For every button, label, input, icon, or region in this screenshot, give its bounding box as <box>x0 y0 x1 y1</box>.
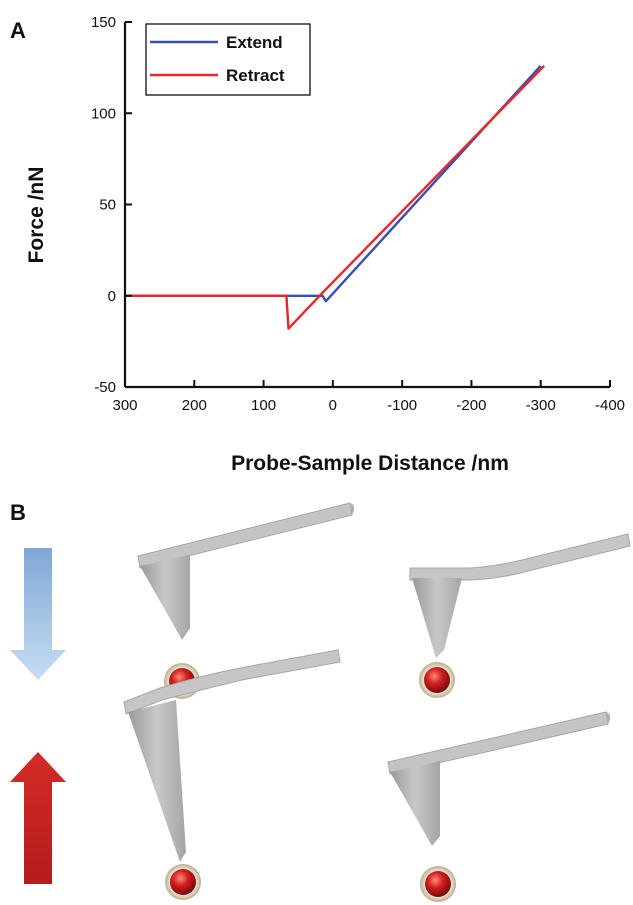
y-tick-label: 150 <box>91 14 116 31</box>
cantilever-release-icon <box>387 711 611 846</box>
x-tick-label: -200 <box>456 397 486 414</box>
x-axis-title: Probe-Sample Distance /nm <box>231 452 509 475</box>
x-tick-label: 200 <box>182 397 207 414</box>
y-axis-title: Force /nN <box>25 167 48 264</box>
force-distance-chart: 300 200 100 0 -100 -200 -300 -400 -50 0 50 100 150 P… <box>25 14 625 475</box>
ticks: 300 200 100 0 -100 -200 -300 -400 -50 0 50 100 150 <box>91 14 625 414</box>
panel-a-label: A <box>10 18 26 43</box>
x-tick-label: 300 <box>112 397 137 414</box>
cantilever-approach-icon <box>137 502 355 640</box>
y-tick-label: 0 <box>108 288 116 305</box>
series-line-retract <box>125 64 546 330</box>
cantilever-adhesion-icon <box>123 649 341 862</box>
cantilever-contact-icon <box>409 533 631 658</box>
particle-icon <box>420 866 456 902</box>
panel-b-label: B <box>10 500 26 525</box>
x-tick-label: 0 <box>329 397 337 414</box>
y-tick-label: 50 <box>99 197 116 214</box>
series-line-extend <box>125 64 542 303</box>
series-layer <box>125 64 546 330</box>
particle-icon <box>165 864 201 900</box>
x-tick-label: -100 <box>387 397 417 414</box>
arrow-up-icon <box>10 752 66 884</box>
legend-label-retract: Retract <box>226 66 285 85</box>
particle-icon <box>419 662 455 698</box>
arrow-down-icon <box>10 548 66 680</box>
y-tick-label: 100 <box>91 105 116 122</box>
legend-label-extend: Extend <box>226 33 283 52</box>
legend-box <box>145 23 311 96</box>
y-tick-label: -50 <box>94 379 116 396</box>
x-tick-label: 100 <box>251 397 276 414</box>
x-tick-label: -400 <box>595 397 625 414</box>
legend: Extend Retract <box>145 23 311 96</box>
x-tick-label: -300 <box>526 397 556 414</box>
